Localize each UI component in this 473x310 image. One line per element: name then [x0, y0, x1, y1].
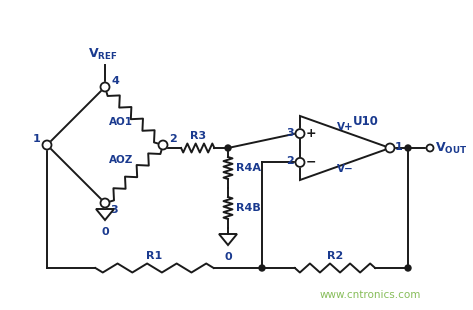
Text: R3: R3: [190, 131, 206, 141]
Text: AO1: AO1: [109, 117, 133, 127]
Text: −: −: [306, 156, 316, 169]
Circle shape: [100, 82, 110, 91]
Text: $\mathbf{V_{OUT}}$: $\mathbf{V_{OUT}}$: [435, 140, 467, 156]
Text: 0: 0: [224, 252, 232, 262]
Text: 2: 2: [286, 157, 294, 166]
Circle shape: [296, 158, 305, 167]
Circle shape: [296, 129, 305, 138]
Text: 3: 3: [110, 205, 118, 215]
Text: 4: 4: [111, 76, 119, 86]
Text: U10: U10: [353, 115, 379, 128]
Circle shape: [405, 265, 411, 271]
Circle shape: [158, 140, 167, 149]
Text: +: +: [306, 127, 316, 140]
Circle shape: [225, 145, 231, 151]
Circle shape: [259, 265, 265, 271]
Text: V+: V+: [337, 122, 353, 132]
Text: R4B: R4B: [236, 203, 261, 213]
Text: R1: R1: [146, 251, 163, 261]
Text: 2: 2: [169, 134, 177, 144]
Text: 0: 0: [101, 227, 109, 237]
Circle shape: [427, 144, 433, 152]
Text: 1: 1: [395, 142, 403, 152]
Text: AOZ: AOZ: [109, 155, 133, 165]
Text: $\mathbf{V_{REF}}$: $\mathbf{V_{REF}}$: [88, 47, 118, 62]
Circle shape: [405, 145, 411, 151]
Text: V−: V−: [337, 164, 353, 175]
Text: R2: R2: [327, 251, 343, 261]
Text: www.cntronics.com: www.cntronics.com: [319, 290, 420, 300]
Circle shape: [385, 144, 394, 153]
Text: 3: 3: [286, 128, 294, 138]
Text: 1: 1: [32, 134, 40, 144]
Circle shape: [43, 140, 52, 149]
Circle shape: [100, 198, 110, 207]
Text: R4A: R4A: [236, 163, 261, 173]
